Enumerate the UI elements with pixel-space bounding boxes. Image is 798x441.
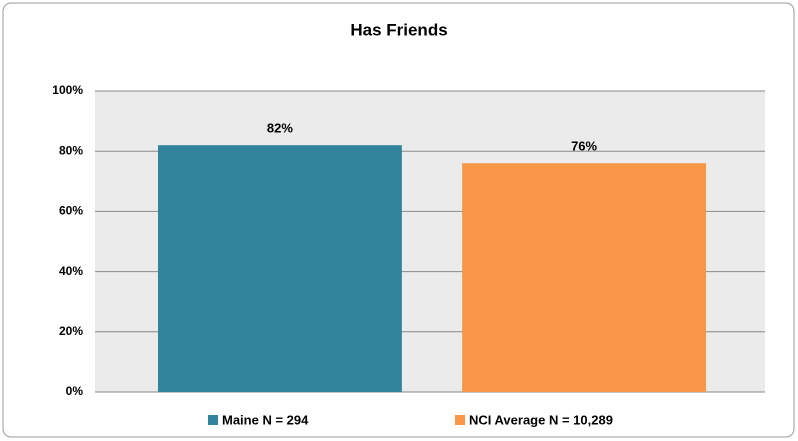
legend-label: NCI Average N = 10,289 (469, 412, 613, 427)
data-label: 82% (267, 121, 293, 136)
legend-swatch (208, 415, 218, 425)
y-tick-label: 100% (52, 83, 83, 97)
y-tick-label: 0% (66, 384, 84, 398)
y-tick-label: 80% (59, 143, 83, 157)
chart-title: Has Friends (350, 20, 447, 39)
legend-label: Maine N = 294 (222, 412, 309, 427)
legend-swatch (455, 415, 465, 425)
y-tick-label: 60% (59, 204, 83, 218)
y-tick-label: 20% (59, 324, 83, 338)
data-label: 76% (571, 139, 597, 154)
bar (462, 163, 707, 392)
bar (157, 145, 402, 392)
y-tick-label: 40% (59, 264, 83, 278)
